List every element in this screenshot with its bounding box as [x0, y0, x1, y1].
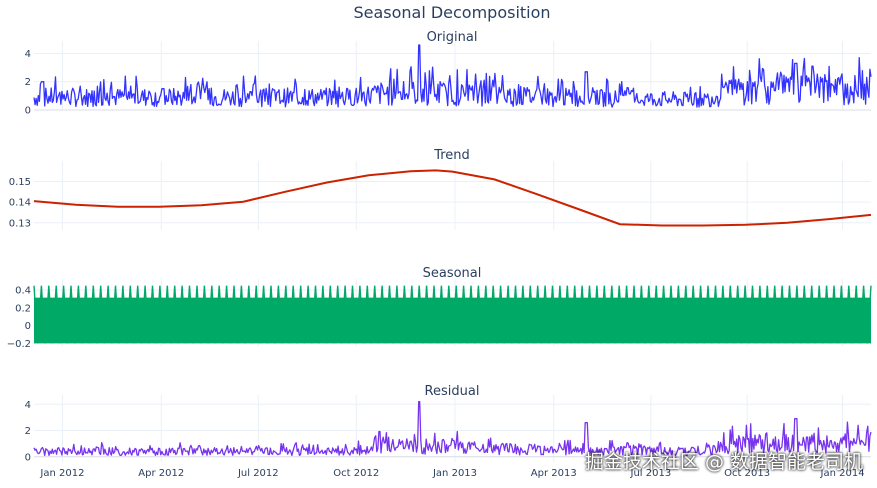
- panel-trend: 0.13 0.14 0.15 Trend: [9, 148, 872, 230]
- subplot-title-residual: Residual: [425, 384, 480, 399]
- y-tick-label: 0: [25, 452, 31, 463]
- panel-residual: 0 2 4 Residual: [25, 384, 872, 463]
- y-tick-label: −0.2: [7, 339, 31, 350]
- y-tick-label: 0.15: [9, 177, 31, 188]
- y-tick-label: 0.14: [9, 198, 31, 209]
- series-line-original: [33, 44, 872, 108]
- x-tick-label: Jan 2014: [820, 468, 865, 479]
- y-tick-label: 0: [25, 321, 31, 332]
- x-tick-label: Jul 2013: [630, 468, 672, 479]
- panel-original: 0 2 4 Original: [25, 30, 872, 117]
- subplot-title-original: Original: [427, 30, 478, 45]
- x-tick-label: Jul 2012: [237, 468, 279, 479]
- watermark: 掘金技术社区 @ 数据智能老司机: [584, 451, 863, 473]
- panel-seasonal: −0.2 0 0.2 0.4 Seasonal: [7, 266, 872, 350]
- series-line-residual: [33, 400, 872, 457]
- x-tick-label: Jan 2013: [432, 468, 477, 479]
- y-tick-label: 2: [25, 77, 31, 88]
- x-tick-label: Oct 2012: [333, 468, 379, 479]
- y-tick-label: 0.4: [15, 286, 31, 297]
- x-tick-label: Apr 2013: [531, 468, 577, 479]
- y-tick-label: 0.13: [9, 218, 31, 229]
- y-tick-label: 0.2: [15, 303, 31, 314]
- y-tick-label: 4: [25, 49, 31, 60]
- figure-title: Seasonal Decomposition: [353, 3, 550, 22]
- x-tick-label: Oct 2013: [724, 468, 770, 479]
- series-line-seasonal: [33, 285, 872, 344]
- x-tick-label: Apr 2012: [138, 468, 184, 479]
- x-tick-label: Jan 2012: [39, 468, 84, 479]
- subplot-title-trend: Trend: [433, 148, 470, 163]
- y-tick-label: 2: [25, 426, 31, 437]
- series-line-trend: [33, 169, 872, 227]
- y-tick-label: 0: [25, 106, 31, 117]
- subplot-title-seasonal: Seasonal: [423, 266, 482, 281]
- y-tick-label: 4: [25, 400, 31, 411]
